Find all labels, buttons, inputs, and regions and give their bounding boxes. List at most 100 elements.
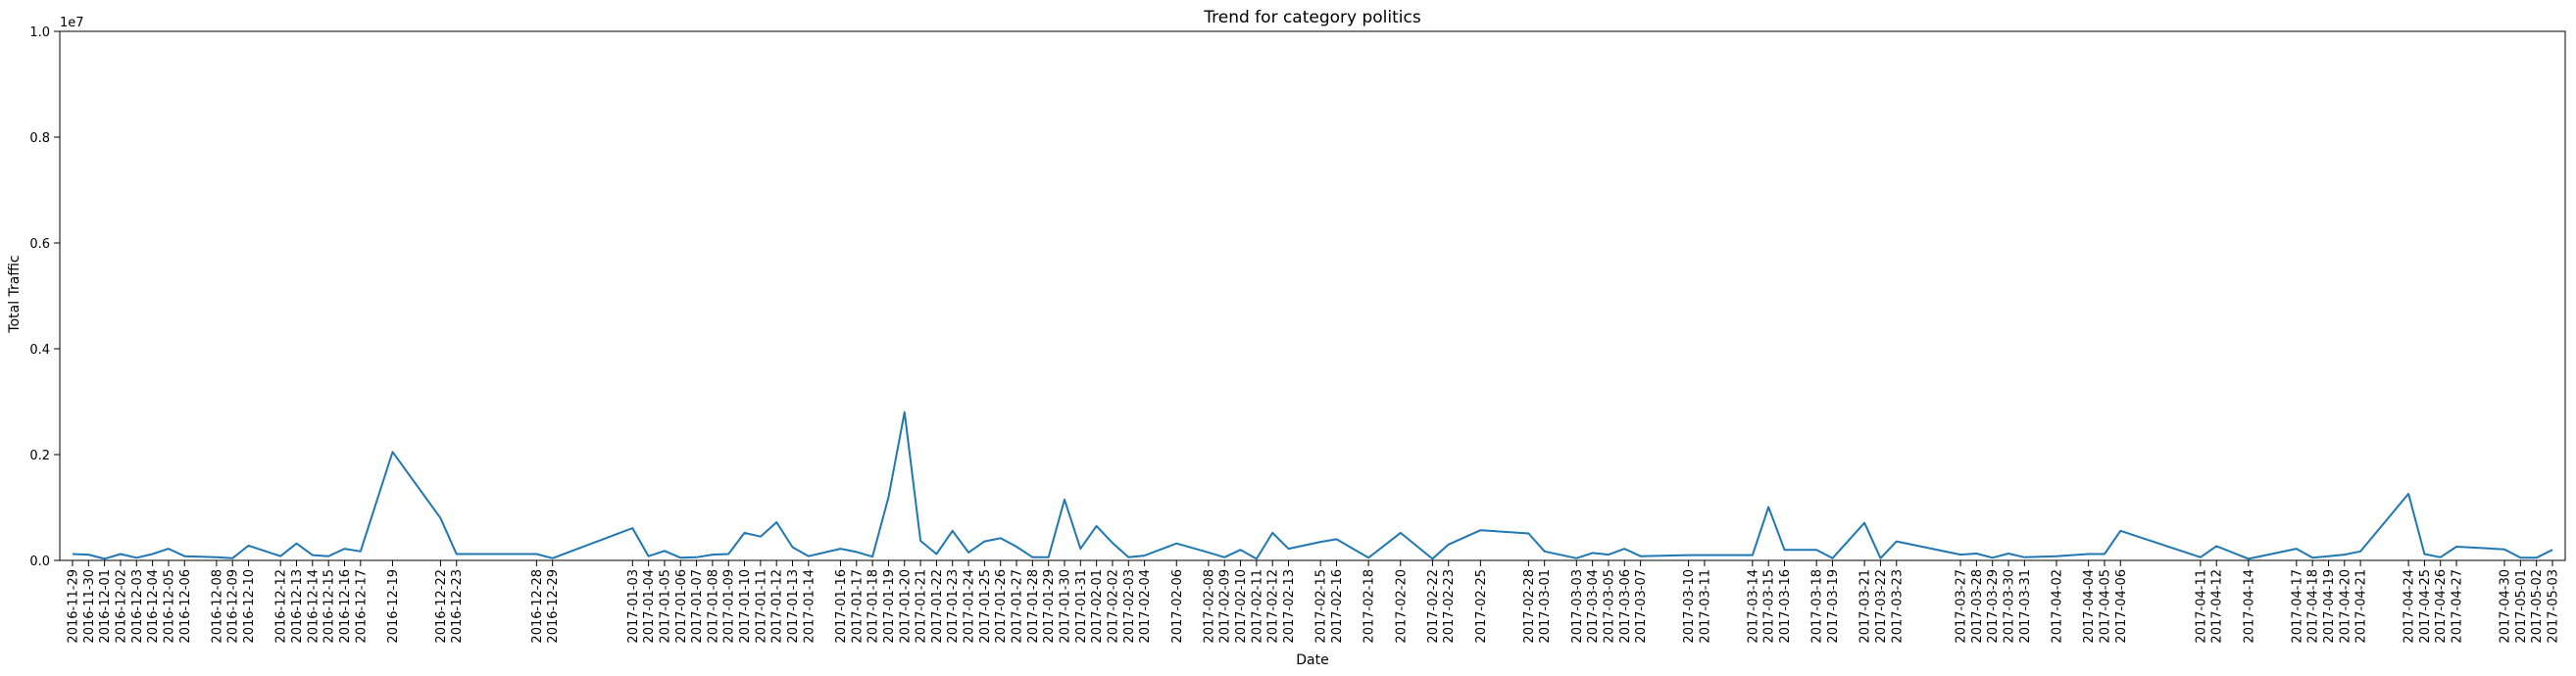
y-tick-label: 1.0 (29, 25, 50, 40)
x-tick-label: 2017-03-22 (1874, 569, 1889, 644)
y-tick-label: 0.2 (29, 449, 50, 463)
x-tick-label: 2017-01-20 (898, 569, 913, 644)
x-tick-label: 2017-03-01 (1538, 569, 1553, 644)
x-tick-label: 2017-01-19 (882, 569, 897, 644)
x-tick-label: 2016-12-13 (290, 569, 305, 644)
x-tick-label: 2017-05-03 (2547, 569, 2561, 644)
x-tick-label: 2017-02-03 (1122, 569, 1137, 644)
x-tick-label: 2017-04-19 (2322, 569, 2337, 644)
x-tick-label: 2017-01-04 (642, 569, 657, 644)
x-tick-label: 2017-03-21 (1858, 569, 1873, 644)
x-tick-label: 2017-01-03 (626, 569, 641, 644)
chart-title: Trend for category politics (1203, 8, 1421, 27)
x-tick-label: 2017-04-12 (2210, 569, 2225, 644)
x-tick-label: 2016-12-06 (178, 569, 193, 644)
x-tick-label: 2017-02-23 (1442, 569, 1457, 644)
x-tick-label: 2017-03-18 (1810, 569, 1825, 644)
x-tick-label: 2017-02-08 (1202, 569, 1216, 644)
x-tick-label: 2017-03-15 (1762, 569, 1777, 644)
x-tick-label: 2017-01-27 (1011, 569, 1025, 644)
x-tick-label: 2017-02-22 (1426, 569, 1441, 644)
x-tick-label: 2017-03-05 (1602, 569, 1616, 644)
x-tick-label: 2016-12-01 (98, 569, 113, 644)
y-axis-offset-label: 1e7 (60, 16, 84, 30)
x-tick-label: 2017-03-07 (1634, 569, 1649, 644)
x-tick-label: 2017-04-24 (2403, 569, 2417, 644)
x-tick-label: 2016-12-19 (386, 569, 401, 644)
y-tick-label: 0.6 (29, 237, 50, 252)
x-tick-label: 2017-03-16 (1778, 569, 1793, 644)
x-tick-label: 2017-04-27 (2451, 569, 2465, 644)
x-tick-label: 2017-03-30 (2003, 569, 2017, 644)
x-tick-label: 2017-02-13 (1282, 569, 1297, 644)
x-tick-label: 2017-04-06 (2114, 569, 2129, 644)
x-tick-label: 2016-12-14 (306, 569, 321, 644)
x-tick-label: 2017-03-06 (1618, 569, 1633, 644)
x-tick-label: 2017-01-09 (722, 569, 737, 644)
x-tick-label: 2016-12-08 (210, 569, 224, 644)
x-tick-label: 2016-12-15 (322, 569, 337, 644)
x-tick-label: 2017-04-21 (2354, 569, 2369, 644)
y-tick-label: 0.0 (29, 555, 50, 569)
x-tick-label: 2017-01-18 (867, 569, 881, 644)
x-tick-label: 2017-02-11 (1250, 569, 1264, 644)
x-tick-label: 2016-12-16 (338, 569, 353, 644)
x-tick-label: 2017-03-14 (1746, 569, 1760, 644)
x-tick-label: 2016-12-10 (242, 569, 257, 644)
y-axis-label: Total Traffic (7, 255, 23, 333)
x-tick-label: 2017-01-25 (978, 569, 993, 644)
x-tick-label: 2017-01-10 (738, 569, 753, 644)
x-tick-label: 2017-02-02 (1106, 569, 1120, 644)
x-tick-label: 2017-03-28 (1970, 569, 1985, 644)
x-tick-label: 2017-04-11 (2194, 569, 2208, 644)
x-tick-label: 2017-03-04 (1586, 569, 1601, 644)
x-tick-label: 2017-03-19 (1826, 569, 1841, 644)
x-tick-label: 2017-03-29 (1986, 569, 2001, 644)
x-axis-label: Date (1296, 652, 1328, 668)
x-tick-label: 2017-02-04 (1138, 569, 1153, 644)
x-tick-label: 2017-04-18 (2306, 569, 2321, 644)
x-tick-label: 2016-12-03 (130, 569, 145, 644)
x-tick-label: 2017-02-20 (1394, 569, 1409, 644)
x-tick-label: 2017-02-01 (1090, 569, 1105, 644)
x-tick-label: 2017-01-14 (802, 569, 817, 644)
x-tick-label: 2017-02-16 (1330, 569, 1345, 644)
y-tick-label: 0.8 (29, 131, 50, 146)
x-tick-label: 2017-01-17 (850, 569, 865, 644)
x-tick-label: 2016-12-23 (450, 569, 465, 644)
x-tick-label: 2017-02-06 (1170, 569, 1185, 644)
x-tick-label: 2017-01-11 (754, 569, 768, 644)
x-tick-label: 2017-01-30 (1059, 569, 1073, 644)
x-tick-label: 2017-02-12 (1266, 569, 1281, 644)
x-tick-label: 2016-12-04 (146, 569, 161, 644)
x-tick-label: 2017-03-27 (1955, 569, 1969, 644)
x-tick-label: 2017-02-18 (1362, 569, 1377, 644)
x-tick-label: 2017-04-14 (2242, 569, 2256, 644)
x-tick-label: 2016-12-17 (354, 569, 369, 644)
x-tick-label: 2017-04-17 (2290, 569, 2304, 644)
x-tick-label: 2017-05-01 (2514, 569, 2529, 644)
x-tick-label: 2016-12-22 (434, 569, 449, 644)
x-axis: 2016-11-29 2016-11-30 2016-12-01 2016-12-02… (67, 560, 2561, 644)
x-tick-label: 2017-03-11 (1698, 569, 1712, 644)
x-tick-label: 2017-01-28 (1026, 569, 1041, 644)
series-line (72, 410, 2553, 560)
x-tick-label: 2017-05-02 (2530, 569, 2545, 644)
x-tick-label: 2017-01-16 (834, 569, 849, 644)
x-tick-label: 2017-02-25 (1474, 569, 1489, 644)
x-tick-label: 2017-04-20 (2338, 569, 2353, 644)
x-tick-label: 2016-12-28 (530, 569, 545, 644)
x-tick-label: 2017-03-03 (1570, 569, 1585, 644)
x-tick-label: 2017-01-22 (930, 569, 945, 644)
plot-area-frame (59, 30, 2566, 561)
x-tick-label: 2017-01-21 (915, 569, 929, 644)
x-tick-label: 2017-01-07 (690, 569, 705, 644)
x-tick-label: 2017-03-23 (1890, 569, 1905, 644)
x-tick-label: 2016-12-29 (546, 569, 561, 644)
x-tick-label: 2017-01-31 (1074, 569, 1089, 644)
x-tick-label: 2016-11-30 (82, 569, 97, 644)
x-tick-label: 2017-01-06 (674, 569, 689, 644)
x-tick-label: 2017-01-13 (786, 569, 801, 644)
x-tick-label: 2017-04-04 (2082, 569, 2097, 644)
